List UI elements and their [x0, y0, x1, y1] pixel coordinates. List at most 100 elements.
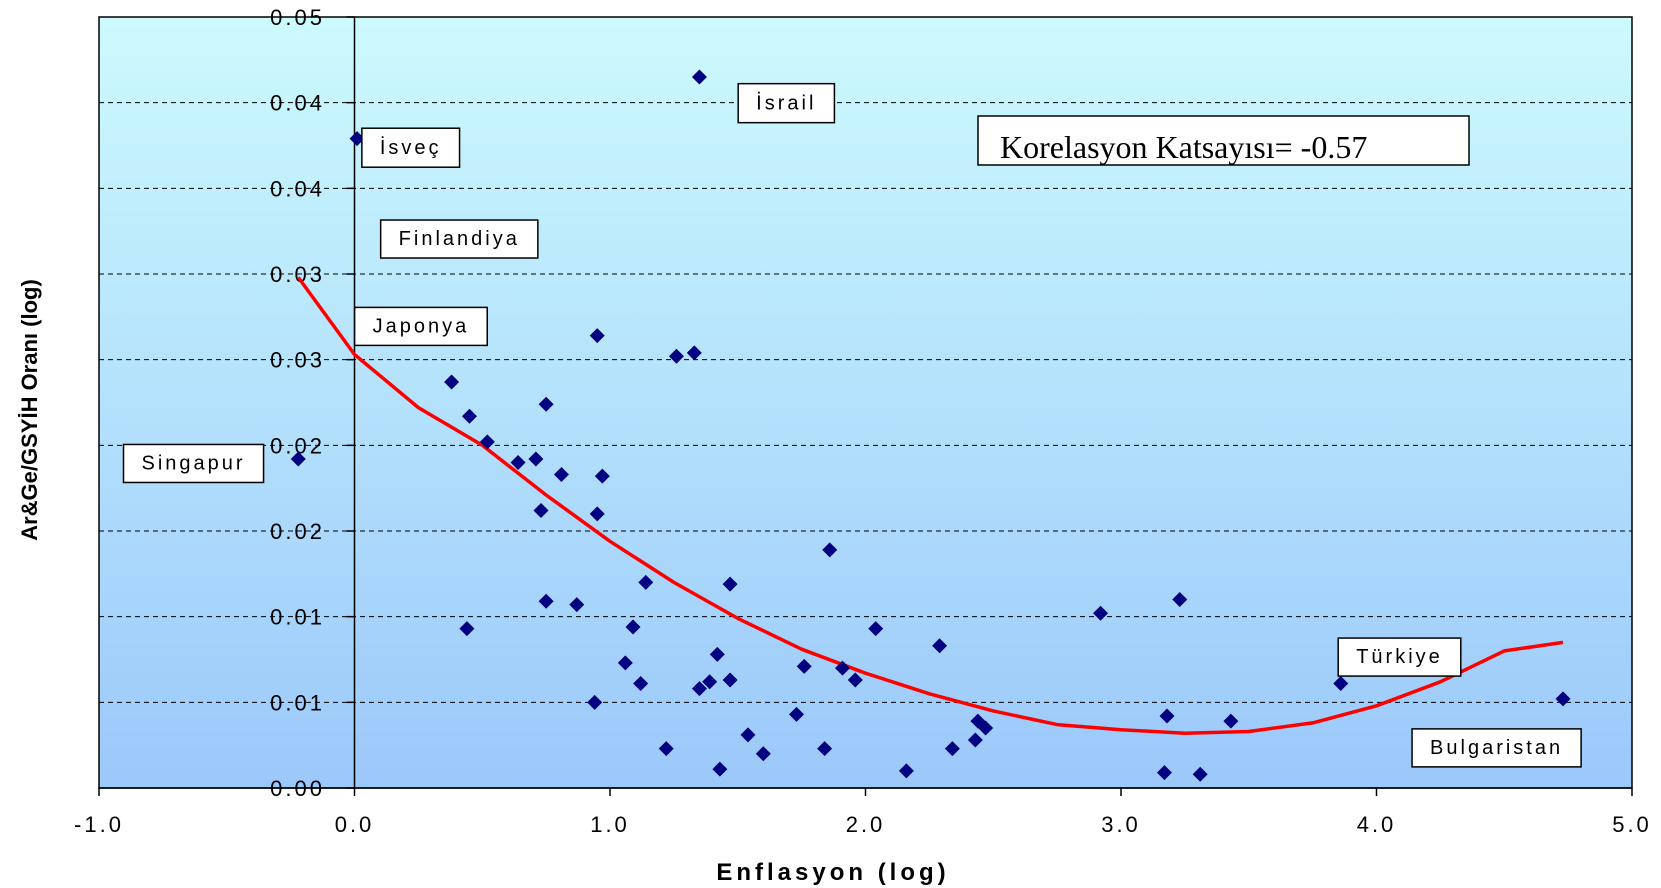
data-point: [589, 328, 605, 344]
x-tick-labels: -1.0 0.0 1.0 2.0 3.0 4.0 5.0: [74, 812, 1652, 837]
country-label-text: Bulgaristan: [1430, 737, 1563, 759]
data-point: [868, 621, 884, 637]
data-point: [569, 597, 585, 613]
country-label: Singapur: [122, 443, 265, 484]
data-point: [459, 621, 475, 637]
data-point: [638, 574, 654, 590]
data-point: [944, 741, 960, 757]
y-tick-label: 0.01: [270, 690, 325, 715]
data-points: [290, 69, 1571, 782]
country-label-box: [1337, 637, 1462, 677]
data-point: [617, 655, 633, 671]
data-point: [789, 706, 805, 722]
x-axis-title: Enflasyon (log): [716, 859, 949, 886]
data-point: [444, 374, 460, 390]
data-point: [538, 396, 554, 412]
country-label: Bulgaristan: [1411, 728, 1582, 768]
axes: [98, 16, 1633, 796]
y-tick-label: 0.04: [270, 91, 325, 116]
y-axis-title: Ar&Ge/GSYİH Oranı (log): [17, 279, 42, 541]
data-point: [722, 576, 738, 592]
data-point: [709, 646, 725, 662]
data-point: [290, 451, 306, 467]
data-point: [1172, 592, 1188, 608]
country-labels: İsrail İsveç Finlandiya Japonya Singapur Türk…: [122, 82, 1582, 768]
x-tick-label: 5.0: [1612, 812, 1652, 837]
data-point: [538, 593, 554, 609]
country-label-text: Türkiye: [1356, 646, 1443, 668]
data-point: [1159, 708, 1175, 724]
country-label: İsveç: [361, 127, 461, 168]
country-label-text: Finlandiya: [399, 228, 520, 250]
country-label-box: [737, 82, 836, 124]
data-point: [796, 658, 812, 674]
data-point: [702, 674, 718, 690]
country-label: Japonya: [353, 306, 488, 347]
country-label: Türkiye: [1337, 637, 1462, 677]
country-label-box: [379, 219, 539, 259]
y-tick-label: 0.01: [270, 605, 325, 630]
data-point: [553, 466, 569, 482]
data-point: [755, 746, 771, 762]
data-point: [691, 681, 707, 697]
y-tick-label: 0.05: [270, 5, 325, 30]
x-tick-label: 3.0: [1101, 812, 1141, 837]
data-point: [1333, 675, 1349, 691]
y-tick-label: 0.00: [270, 776, 325, 801]
correlation-annotation: Korelasyon Katsayısı= -0.57: [977, 115, 1470, 166]
data-point: [722, 672, 738, 688]
data-point: [510, 454, 526, 470]
correlation-box: [977, 115, 1470, 166]
data-point: [817, 741, 833, 757]
data-point: [587, 694, 603, 710]
x-tick-label: 2.0: [846, 812, 886, 837]
data-point: [479, 434, 495, 450]
data-point: [1555, 691, 1571, 707]
country-label-box: [122, 443, 265, 484]
data-point: [691, 69, 707, 85]
country-label: İsrail: [737, 82, 836, 124]
x-tick-label: 0.0: [335, 812, 375, 837]
x-tick-label: 4.0: [1357, 812, 1397, 837]
data-point: [932, 638, 948, 654]
data-point: [686, 345, 702, 361]
data-point: [1156, 765, 1172, 781]
data-point: [978, 720, 994, 736]
country-label-text: Japonya: [373, 315, 470, 337]
x-tick-label: -1.0: [74, 812, 124, 837]
country-label: Finlandiya: [379, 219, 539, 259]
data-point: [1192, 766, 1208, 782]
data-point: [533, 502, 549, 518]
y-tick-label: 0.02: [270, 519, 325, 544]
correlation-text: Korelasyon Katsayısı= -0.57: [1000, 129, 1367, 165]
data-point: [658, 741, 674, 757]
y-tick-labels: 0.000.010.010.020.020.030.030.040.040.05: [270, 5, 325, 801]
data-point: [847, 672, 863, 688]
data-point: [1093, 605, 1109, 621]
data-point: [625, 619, 641, 635]
data-point: [349, 131, 365, 147]
data-point: [1223, 713, 1239, 729]
trend-line: [296, 276, 1564, 735]
data-point: [594, 468, 610, 484]
country-label-box: [1411, 728, 1582, 768]
country-label-text: İsveç: [380, 136, 442, 159]
data-point: [712, 761, 728, 777]
y-tick-label: 0.04: [270, 176, 325, 201]
data-point: [668, 348, 684, 364]
trend-line-group: [296, 276, 1564, 735]
country-label-box: [353, 306, 488, 347]
country-label-box: [361, 127, 461, 168]
data-point: [740, 727, 756, 743]
data-point: [633, 675, 649, 691]
country-label-text: Singapur: [142, 452, 246, 474]
data-point: [461, 408, 477, 424]
data-point: [835, 660, 851, 676]
data-point: [898, 763, 914, 779]
country-label-text: İsrail: [756, 92, 816, 115]
x-tick-label: 1.0: [590, 812, 630, 837]
y-tick-label: 0.03: [270, 348, 325, 373]
data-point: [528, 451, 544, 467]
data-point: [967, 732, 983, 748]
